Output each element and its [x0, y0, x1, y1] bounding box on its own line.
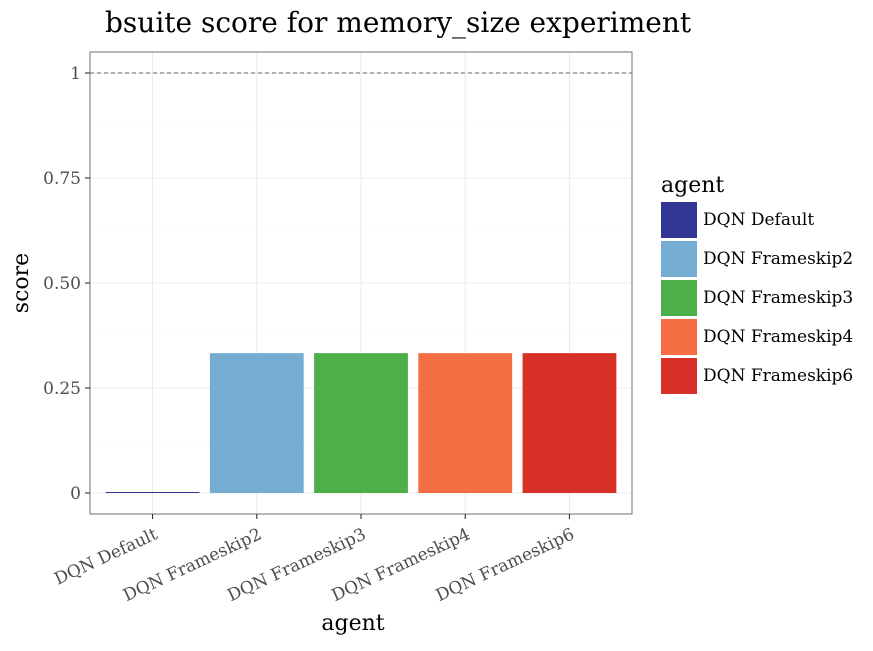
y-tick-label: 0.25	[43, 379, 81, 399]
x-axis-title: agent	[321, 611, 384, 636]
y-tick-label: 0.50	[43, 274, 81, 294]
legend-label: DQN Frameskip4	[703, 327, 853, 347]
y-axis-title: score	[9, 253, 34, 313]
bar	[522, 353, 617, 493]
legend: agent DQN Default DQN Frameskip2 DQN Frame…	[661, 173, 853, 394]
bars	[105, 353, 617, 493]
legend-swatch	[661, 319, 697, 355]
y-axis: 0 0.25 0.50 0.75 1	[43, 64, 90, 504]
legend-label: DQN Frameskip3	[703, 288, 853, 308]
legend-label: DQN Frameskip2	[703, 249, 853, 269]
legend-swatch	[661, 358, 697, 394]
chart-title: bsuite score for memory_size experiment	[105, 6, 692, 39]
y-tick-label: 1	[70, 64, 81, 84]
legend-label: DQN Default	[703, 210, 814, 230]
y-tick-label: 0	[70, 484, 81, 504]
bar	[314, 353, 408, 493]
legend-title: agent	[661, 173, 724, 198]
legend-entries: DQN Default DQN Frameskip2 DQN Frameskip3 D…	[661, 202, 853, 394]
bar	[209, 353, 304, 493]
legend-swatch	[661, 202, 697, 238]
y-tick-label: 0.75	[43, 169, 81, 189]
legend-swatch	[661, 241, 697, 277]
legend-swatch	[661, 280, 697, 316]
legend-label: DQN Frameskip6	[703, 366, 853, 386]
bar	[105, 492, 200, 493]
bar	[418, 353, 513, 493]
